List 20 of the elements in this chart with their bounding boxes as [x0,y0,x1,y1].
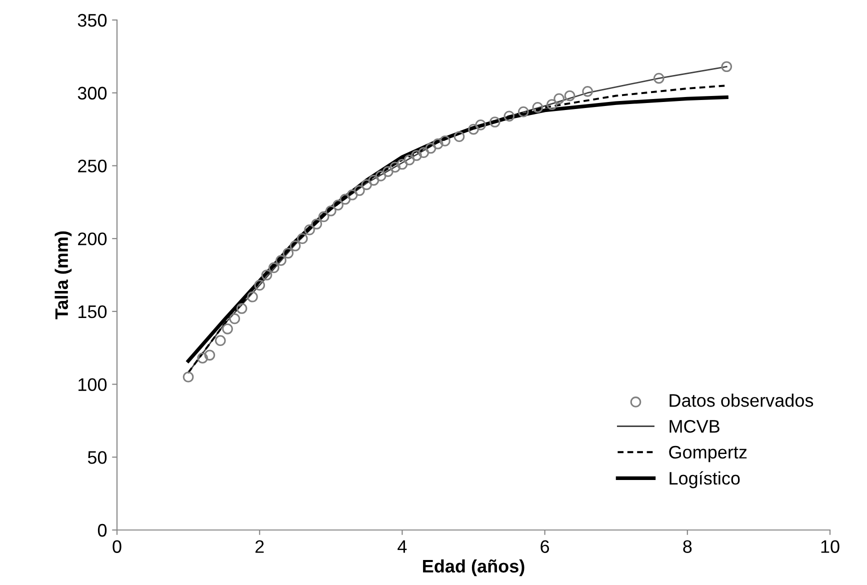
y-tick-label: 350 [78,14,107,27]
legend-label: Gompertz [669,446,747,462]
x-tick-label: 6 [540,540,550,553]
y-tick-label: 50 [88,451,107,464]
x-tick-label: 2 [255,540,264,553]
y-tick-label: 250 [78,160,107,172]
y-tick-label: 200 [78,232,107,246]
legend-label: Logístico [670,471,740,488]
x-tick-label: 8 [683,540,692,553]
y-tick-label: 300 [78,86,107,100]
x-tick-label: 4 [398,540,407,553]
x-tick-label: 0 [112,540,122,553]
y-tick-label: 100 [78,378,107,392]
x-axis-title: Edad (años) [423,559,524,576]
legend-label: Datos observados [670,394,814,407]
y-axis-title: Talla (mm) [54,231,72,320]
x-tick-label: 10 [821,540,840,553]
legend-label: MCVB [670,420,720,433]
y-tick-label: 150 [78,305,107,318]
y-tick-label: 0 [98,524,107,537]
